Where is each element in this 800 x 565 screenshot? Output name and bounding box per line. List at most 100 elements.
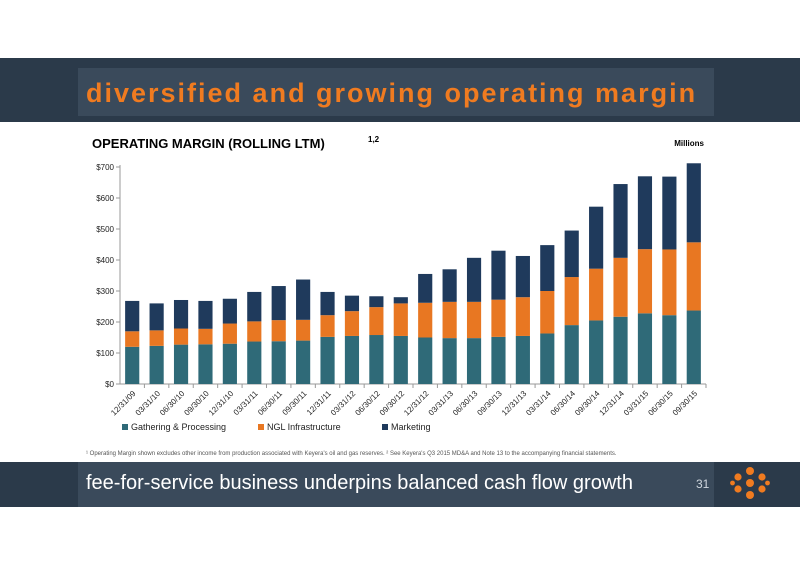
x-tick-label: 09/30/13 <box>475 389 504 418</box>
bar-segment <box>222 298 237 324</box>
legend-label: Marketing <box>391 422 431 432</box>
bar-segment <box>149 345 164 384</box>
bar-segment <box>344 311 360 336</box>
bar-segment <box>540 333 555 384</box>
y-tick-label: $0 <box>105 380 114 389</box>
bar-segment <box>637 313 653 384</box>
x-tick-label: 09/30/12 <box>378 389 407 418</box>
x-tick-label: 03/31/12 <box>329 389 358 418</box>
legend-label: NGL Infrastructure <box>267 422 341 432</box>
x-tick-label: 09/30/10 <box>182 389 211 418</box>
x-tick-label: 06/30/14 <box>549 389 578 418</box>
bar-segment <box>247 341 262 384</box>
bar-segment <box>320 315 335 337</box>
bar-segment <box>662 176 677 250</box>
y-tick-label: $400 <box>96 256 114 265</box>
x-tick-label: 03/31/14 <box>524 389 553 418</box>
bar-segment <box>466 338 482 384</box>
bar-segment <box>320 291 335 316</box>
x-tick-label: 06/30/12 <box>353 389 382 418</box>
bar-segment <box>271 320 286 342</box>
bar-segment <box>662 315 677 384</box>
bar-segment <box>466 301 482 339</box>
x-tick-label: 03/31/15 <box>622 389 651 418</box>
bar-segment <box>393 335 408 384</box>
bar-segment <box>466 257 482 302</box>
bar-segment <box>296 340 311 384</box>
bar-segment <box>686 163 701 243</box>
x-tick-label: 12/31/11 <box>305 389 333 417</box>
bar-segment <box>589 206 604 269</box>
bar-segment <box>442 338 457 384</box>
bar-segment <box>564 325 579 384</box>
chart-title-superscript: 1,2 <box>368 135 380 144</box>
y-tick-label: $100 <box>96 349 114 358</box>
y-tick-label: $600 <box>96 194 114 203</box>
bar-segment <box>198 300 213 329</box>
bar-segment <box>296 319 311 341</box>
x-tick-label: 06/30/15 <box>646 389 675 418</box>
page-number: 31 <box>696 477 710 491</box>
bar-segment <box>125 346 140 384</box>
bar-segment <box>149 330 164 346</box>
bar-segment <box>369 307 384 336</box>
bar-segment <box>637 249 653 314</box>
bar-segment <box>369 335 384 384</box>
blank-area <box>0 507 800 565</box>
bar-segment <box>540 245 555 291</box>
bar-segment <box>198 344 213 384</box>
bar-segment <box>613 257 628 317</box>
bar-segment <box>320 336 335 384</box>
keyera-molecule-logo-icon <box>730 466 770 505</box>
chart-area: OPERATING MARGIN (ROLLING LTM) 1,2 Million… <box>78 122 714 445</box>
bar-segment <box>369 296 384 308</box>
bar-segment <box>271 341 286 384</box>
bar-segment <box>271 286 286 321</box>
x-tick-label: 12/31/13 <box>500 389 529 418</box>
x-tick-label: 06/30/11 <box>256 389 284 417</box>
bar-segment <box>491 336 506 384</box>
bar-segment <box>613 316 628 384</box>
bar-segment <box>344 295 360 312</box>
x-tick-label: 09/30/14 <box>573 389 602 418</box>
bar-segment <box>418 337 433 384</box>
x-tick-label: 06/30/13 <box>451 389 480 418</box>
bar-segment <box>515 335 530 384</box>
bar-segment <box>149 303 164 331</box>
bar-segment <box>564 230 579 278</box>
x-tick-label: 12/31/14 <box>598 389 627 418</box>
slide-title: diversified and growing operating margin <box>86 78 698 108</box>
bar-segment <box>393 297 408 304</box>
legend-swatch <box>122 424 128 430</box>
legend-swatch <box>382 424 388 430</box>
legend-label: Gathering & Processing <box>131 422 226 432</box>
bar-segment <box>173 328 189 345</box>
bar-segment <box>222 343 237 384</box>
bar-segment <box>491 250 506 300</box>
bar-segment <box>515 255 530 298</box>
bar-segment <box>540 291 555 334</box>
header-panel <box>78 68 714 116</box>
legend-swatch <box>258 424 264 430</box>
bar-segment <box>442 301 457 339</box>
bar-segment <box>662 249 677 316</box>
bar-segment <box>198 328 213 345</box>
tagline: fee-for-service business underpins balan… <box>86 472 633 494</box>
bar-segment <box>515 297 530 336</box>
bar-segment <box>173 344 189 384</box>
x-tick-label: 06/30/10 <box>158 389 187 418</box>
bar-segment <box>491 299 506 337</box>
y-tick-label: $700 <box>96 163 114 172</box>
x-tick-label: 12/31/10 <box>207 389 236 418</box>
footer-panel <box>78 462 714 507</box>
bar-segment <box>613 184 628 258</box>
x-tick-label: 03/31/10 <box>134 389 163 418</box>
footnote: ¹ Operating Margin shown excludes other … <box>86 451 617 457</box>
bar-segment <box>344 335 360 384</box>
bar-segment <box>125 300 140 332</box>
operating-margin-chart: OPERATING MARGIN (ROLLING LTM) 1,2 Million… <box>92 135 707 432</box>
y-tick-label: $500 <box>96 225 114 234</box>
bar-segment <box>686 242 701 311</box>
bar-segment <box>296 279 311 320</box>
bar-segment <box>564 277 579 326</box>
